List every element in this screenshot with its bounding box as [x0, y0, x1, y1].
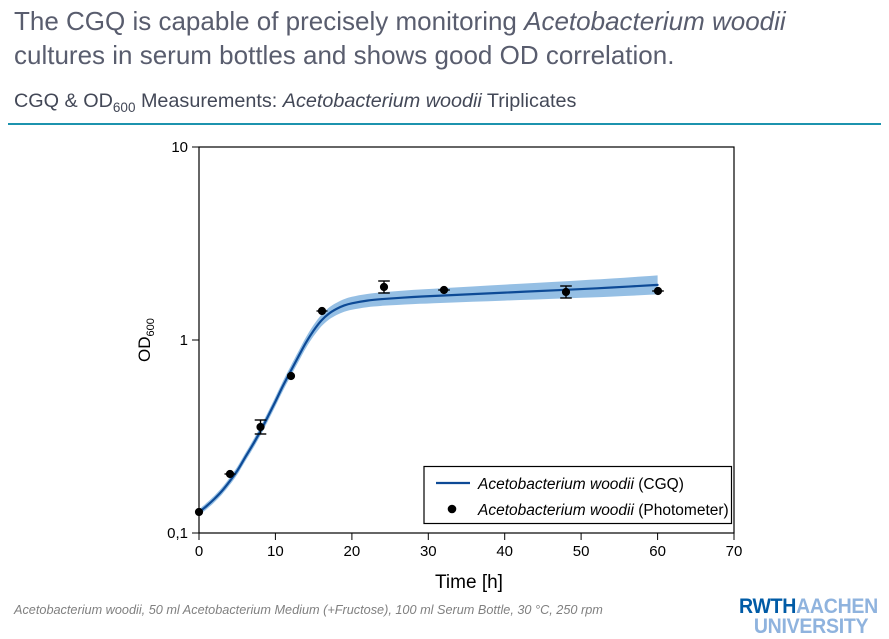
svg-text:Acetobacterium woodii (CGQ): Acetobacterium woodii (CGQ)	[477, 476, 684, 493]
svg-text:Time [h]: Time [h]	[435, 572, 503, 593]
svg-text:60: 60	[649, 543, 666, 560]
svg-text:70: 70	[726, 543, 743, 560]
svg-text:0: 0	[195, 543, 203, 560]
svg-text:40: 40	[496, 543, 513, 560]
svg-text:10: 10	[171, 139, 188, 156]
svg-text:Acetobacterium woodii (Photome: Acetobacterium woodii (Photometer)	[477, 502, 729, 519]
svg-text:1: 1	[180, 332, 188, 349]
svg-text:20: 20	[344, 543, 361, 560]
svg-text:50: 50	[573, 543, 590, 560]
svg-text:30: 30	[420, 543, 437, 560]
svg-text:10: 10	[267, 543, 284, 560]
svg-text:OD600: OD600	[135, 318, 157, 362]
svg-text:0,1: 0,1	[167, 525, 188, 542]
